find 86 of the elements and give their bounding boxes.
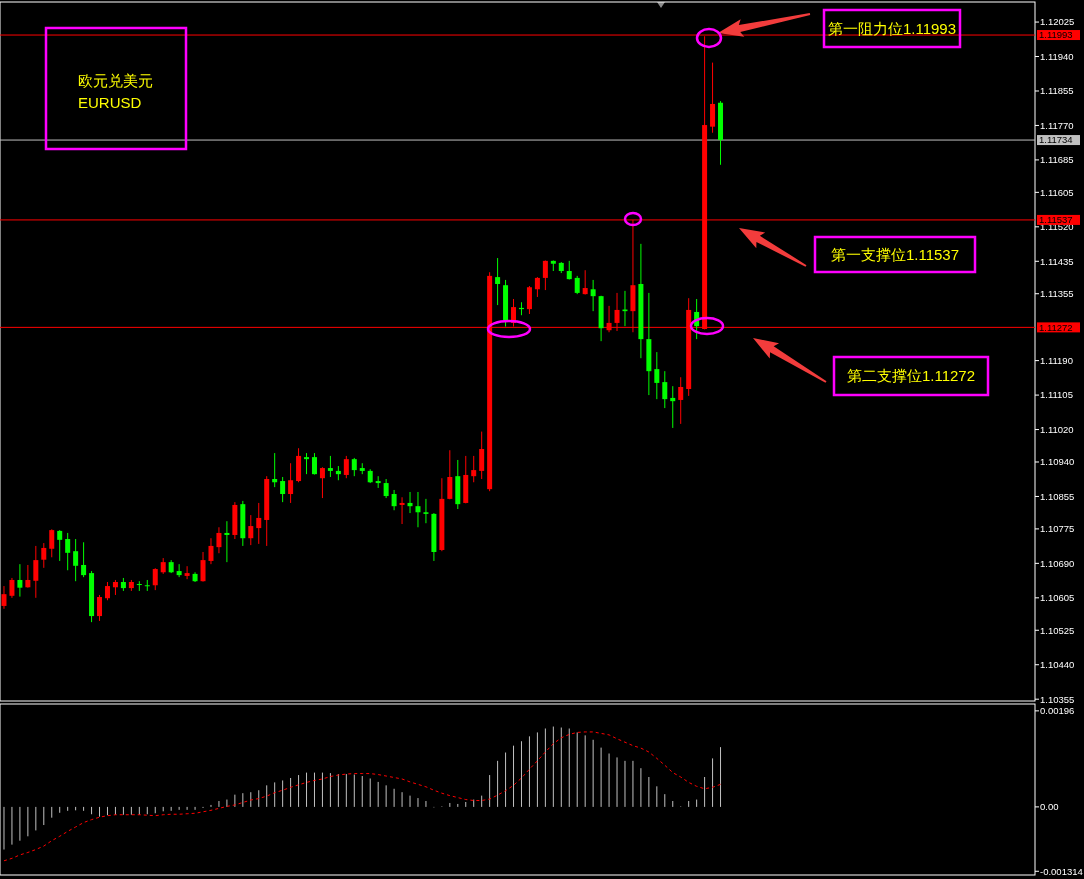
candlestick: [407, 491, 413, 514]
y-tick-label: 1.11855: [1040, 85, 1074, 97]
y-tick-label: 1.11190: [1040, 354, 1073, 366]
candlestick: [1, 585, 7, 610]
candlestick: [343, 455, 349, 479]
candlestick: [280, 476, 286, 503]
candlestick: [184, 565, 190, 580]
y-tick-label: 1.10940: [1040, 456, 1075, 468]
annotation: 第一支撑位1.11537: [830, 245, 960, 263]
y-tick-label: 1.11685: [1040, 154, 1074, 166]
y-tick-label: 1.10605: [1040, 592, 1075, 604]
y-tick-label: 1.10775: [1040, 523, 1075, 535]
candlestick: [104, 581, 110, 601]
candlestick: [41, 542, 47, 569]
y-tick-label: 1.11020: [1040, 423, 1074, 435]
ref-line-label: 1.11993: [1039, 29, 1073, 41]
candlestick: [33, 545, 39, 599]
candlestick: [224, 520, 230, 563]
candlestick: [311, 452, 317, 476]
annotation: 第一阻力位1.11993: [827, 19, 957, 37]
y-tick-label: -0.001314: [1040, 865, 1083, 877]
candlestick: [248, 514, 254, 546]
text: 欧元兑美元: [78, 72, 153, 89]
y-tick-label: 1.12025: [1040, 16, 1075, 28]
candlestick: [415, 491, 421, 528]
candlestick: [582, 269, 588, 296]
candlestick: [479, 431, 485, 480]
candlestick: [391, 489, 397, 511]
candlestick: [272, 452, 278, 488]
candlestick: [678, 376, 684, 425]
ref-line-label: 1.11734: [1039, 134, 1073, 146]
candlestick: [654, 351, 660, 400]
candlestick: [304, 452, 310, 475]
candlestick: [662, 370, 668, 409]
candlestick: [327, 455, 333, 478]
candlestick: [136, 580, 142, 592]
candlestick: [710, 62, 716, 134]
y-tick-label: 0.00: [1040, 801, 1059, 813]
candlestick: [574, 275, 580, 295]
candlestick: [670, 385, 676, 429]
candlestick: [57, 529, 63, 562]
candlestick: [383, 478, 389, 499]
candlestick: [495, 257, 501, 306]
y-tick-label: 1.11105: [1040, 389, 1073, 401]
candlestick: [351, 457, 357, 477]
candlestick: [319, 466, 325, 499]
y-tick-label: 1.10355: [1040, 693, 1075, 705]
candlestick: [25, 564, 31, 589]
candlestick: [9, 577, 15, 599]
y-tick-label: 1.11940: [1040, 50, 1074, 62]
text: EURUSD: [78, 94, 142, 111]
y-tick-label: 1.11770: [1040, 119, 1074, 131]
candlestick: [81, 541, 87, 578]
candlestick: [399, 496, 405, 525]
y-tick-label: 1.11605: [1040, 186, 1074, 198]
annotation: 第二支撑位1.11272: [846, 367, 976, 385]
candlestick: [97, 594, 103, 622]
candlestick: [526, 285, 532, 315]
y-tick-label: 1.10440: [1040, 659, 1075, 671]
candlestick: [534, 276, 540, 298]
candlestick: [176, 563, 182, 578]
y-tick-label: 1.10855: [1040, 490, 1075, 502]
candlestick: [65, 532, 71, 571]
candlestick: [423, 498, 429, 524]
candlestick: [590, 279, 596, 312]
candlestick: [566, 260, 572, 281]
candlestick: [200, 551, 206, 583]
candlestick: [144, 579, 150, 592]
candlestick: [216, 526, 222, 554]
candlestick: [288, 462, 294, 504]
y-tick-label: 1.10525: [1040, 624, 1075, 636]
candlestick: [471, 455, 477, 483]
candlestick: [256, 502, 262, 545]
ref-line-label: 1.11272: [1039, 321, 1073, 333]
y-tick-label: 1.10690: [1040, 557, 1075, 569]
line-series: [3, 731, 722, 862]
y-tick-label: 0.00196: [1040, 705, 1075, 717]
candlestick: [542, 259, 548, 291]
y-tick-label: 1.11355: [1040, 288, 1074, 300]
candlestick: [447, 449, 453, 500]
candlestick: [49, 528, 55, 558]
candlestick: [17, 563, 23, 598]
candlestick: [152, 567, 158, 591]
candlestick: [73, 538, 79, 582]
candlestick: [208, 537, 214, 565]
y-tick-label: 1.11435: [1040, 255, 1074, 267]
